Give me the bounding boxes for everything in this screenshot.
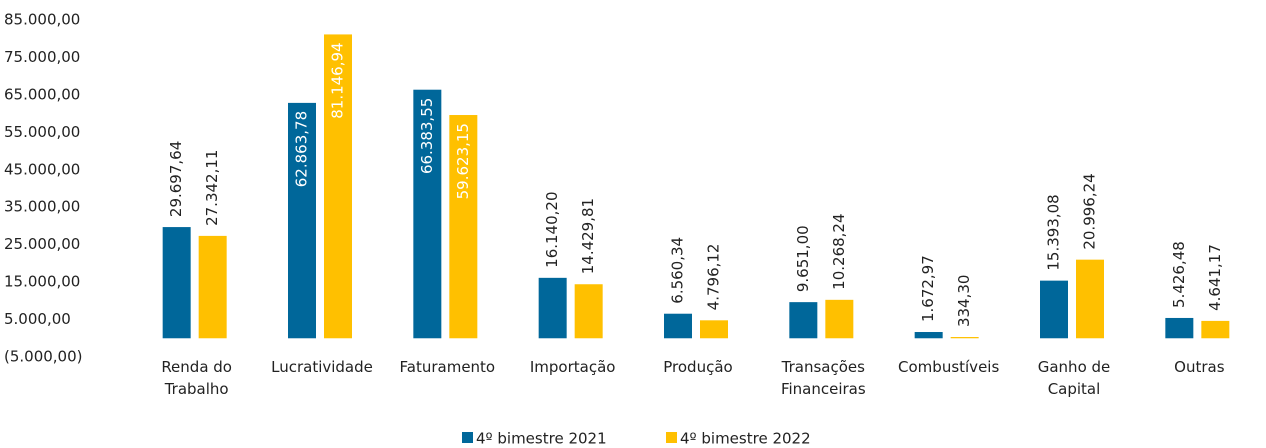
bar	[1076, 259, 1104, 339]
value-label: 20.996,24	[1081, 173, 1099, 249]
bar	[324, 34, 352, 339]
legend-label: 4º bimestre 2021	[476, 430, 607, 448]
bar	[1201, 320, 1230, 339]
y-tick-label: 75.000,00	[4, 48, 80, 66]
y-tick-label: 5.000,00	[4, 310, 71, 328]
y-tick-label: 15.000,00	[4, 273, 80, 291]
y-tick-label: 55.000,00	[4, 123, 80, 141]
value-label: 5.426,48	[1170, 241, 1188, 308]
value-label: 10.268,24	[830, 213, 848, 289]
value-label: 66.383,55	[418, 98, 436, 174]
y-tick-label: (5.000,00)	[4, 348, 83, 366]
legend-label: 4º bimestre 2022	[680, 430, 811, 448]
value-label: 29.697,64	[167, 141, 185, 217]
x-tick-label: Renda do Trabalho	[161, 358, 232, 398]
bar	[162, 227, 191, 339]
bar	[789, 302, 818, 339]
bar	[664, 313, 692, 339]
bar	[449, 115, 478, 339]
value-label: 62.863,78	[293, 111, 311, 187]
value-label: 27.342,11	[203, 150, 221, 226]
x-tick-label: Outras	[1174, 358, 1225, 376]
bar	[413, 89, 442, 339]
x-tick-label: Transações Financeiras	[780, 358, 866, 398]
value-label: 59.623,15	[454, 123, 472, 199]
y-tick-label: 25.000,00	[4, 235, 80, 253]
bar	[914, 332, 943, 339]
x-tick-label: Produção	[663, 358, 733, 376]
x-tick-label: Importação	[529, 358, 616, 376]
y-tick-label: 45.000,00	[4, 160, 80, 178]
bar	[700, 320, 728, 339]
bar	[1040, 280, 1068, 339]
value-label: 6.560,34	[669, 237, 687, 304]
bar	[825, 299, 854, 339]
value-label: 9.651,00	[794, 225, 812, 292]
legend-swatch	[462, 432, 473, 443]
value-label: 16.140,20	[543, 191, 561, 267]
value-label: 4.796,12	[705, 244, 723, 311]
x-tick-label: Combustíveis	[898, 358, 1000, 376]
bar	[1165, 317, 1194, 339]
value-label: 15.393,08	[1045, 194, 1063, 270]
value-label: 14.429,81	[579, 198, 597, 274]
bar	[574, 284, 603, 339]
y-tick-label: 85.000,00	[4, 11, 80, 29]
bar	[538, 277, 567, 339]
x-tick-label: Ganho de Capital	[1037, 358, 1111, 398]
value-label: 1.672,97	[919, 255, 937, 322]
y-tick-label: 65.000,00	[4, 85, 80, 103]
legend-swatch	[666, 432, 677, 443]
value-label: 81.146,94	[329, 42, 347, 118]
bar	[288, 102, 316, 339]
x-tick-label: Faturamento	[399, 358, 496, 376]
value-label: 4.641,17	[1206, 244, 1224, 311]
bar	[950, 337, 979, 339]
value-label: 334,30	[955, 275, 973, 328]
bar	[198, 235, 227, 339]
x-tick-label: Lucratividade	[271, 358, 373, 376]
y-tick-label: 35.000,00	[4, 198, 80, 216]
